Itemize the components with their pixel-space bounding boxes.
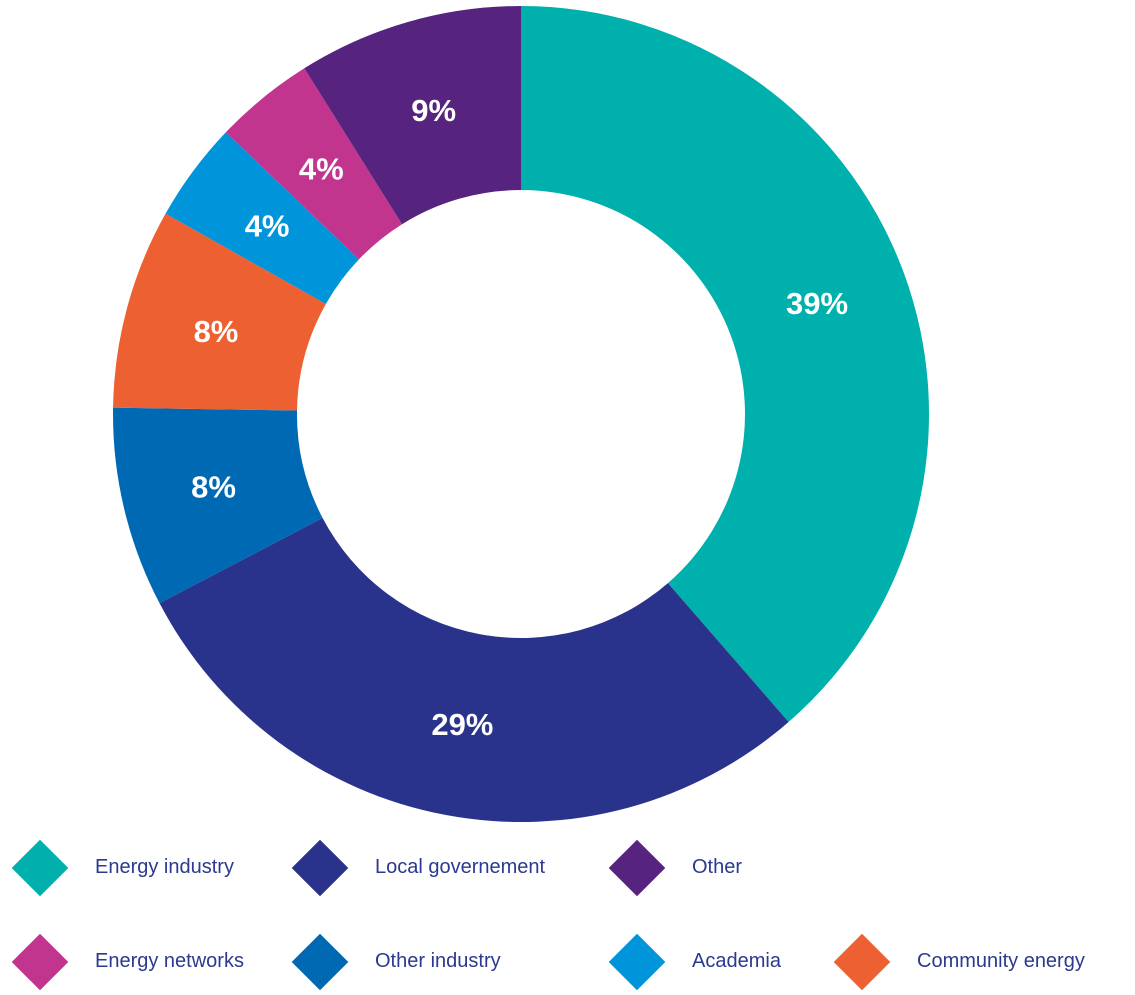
- donut-slices: [112, 6, 929, 822]
- donut-slice-labels: 39% 29% 8% 8% 4% 4% 9%: [191, 93, 848, 742]
- donut-slice-other-industry: [112, 407, 323, 604]
- donut-slice-energy-industry: [521, 6, 929, 722]
- donut-slice-local-governement: [159, 517, 789, 822]
- slice-value-label: 8%: [194, 314, 239, 349]
- legend-swatch: [291, 839, 349, 897]
- slice-value-label: 4%: [245, 208, 290, 243]
- legend-label: Academia: [692, 950, 781, 972]
- legend-swatch: [11, 933, 69, 991]
- donut-slice-community-energy: [113, 213, 326, 411]
- legend-label: Local governement: [375, 856, 546, 878]
- legend-swatch: [11, 839, 69, 897]
- donut-slice-other: [304, 6, 521, 225]
- legend-label: Community energy: [917, 950, 1085, 972]
- legend-swatch: [833, 933, 891, 991]
- slice-value-label: 4%: [299, 152, 344, 187]
- legend-label: Energy industry: [95, 856, 234, 878]
- legend-label: Energy networks: [95, 950, 244, 972]
- chart-legend: Energy industry Local governement Other …: [0, 839, 1135, 995]
- donut-slice-energy-networks: [225, 68, 403, 260]
- slice-value-label: 29%: [431, 707, 493, 742]
- slice-value-label: 8%: [191, 470, 236, 505]
- legend-swatch: [291, 933, 349, 991]
- legend-label: Other industry: [375, 950, 501, 972]
- slice-value-label: 9%: [411, 93, 456, 128]
- slice-value-label: 39%: [786, 286, 848, 321]
- legend-swatch: [608, 839, 666, 897]
- donut-chart: 39% 29% 8% 8% 4% 4% 9%: [112, 6, 929, 822]
- legend-swatch: [608, 933, 666, 991]
- donut-slice-academia: [165, 132, 359, 305]
- legend-label: Other: [692, 856, 743, 878]
